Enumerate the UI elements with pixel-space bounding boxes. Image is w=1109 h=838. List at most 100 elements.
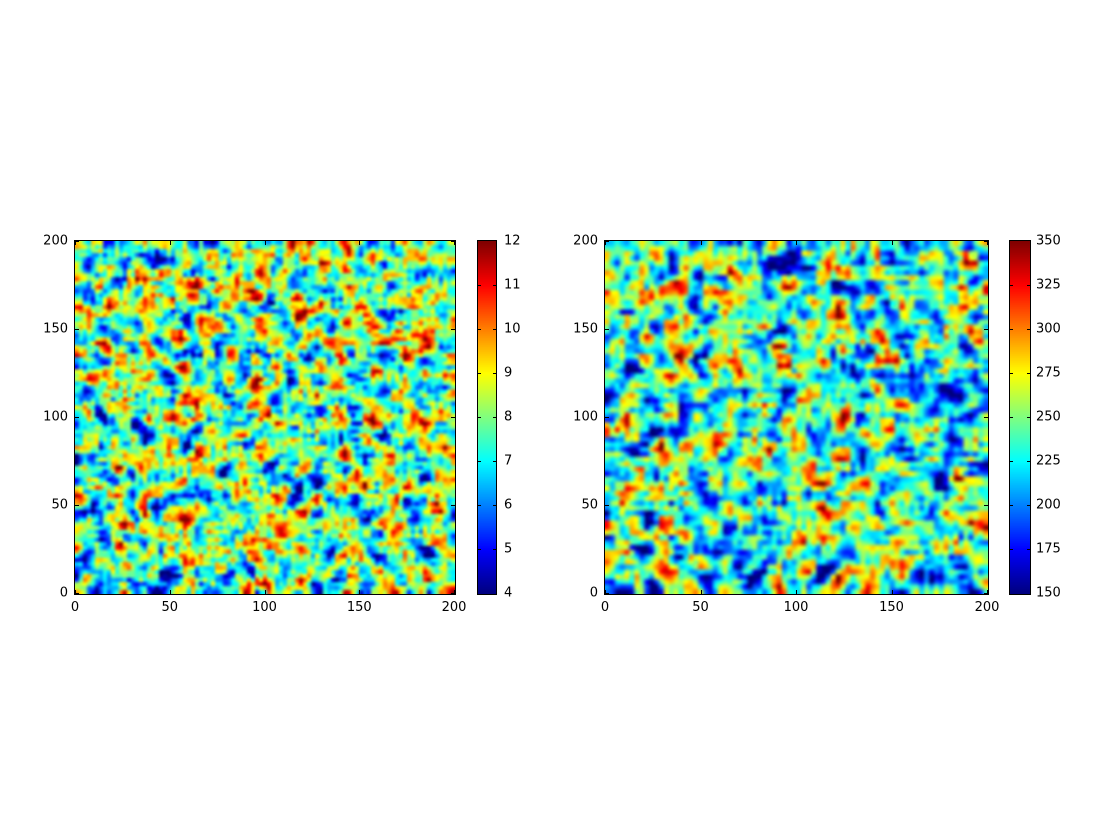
colorbar-tick-mark (1027, 285, 1030, 286)
x-tick-mark (75, 590, 76, 594)
y-tick-mark (605, 241, 609, 242)
x-tick-mark (796, 241, 797, 245)
y-tick-mark (605, 593, 609, 594)
colorbar-tick-label: 12 (504, 233, 521, 249)
colorbar-tick-mark (493, 417, 496, 418)
colorbar-tick-label: 150 (1036, 585, 1061, 601)
colorbar-tick-mark (493, 549, 496, 550)
x-tick-label: 200 (441, 600, 467, 615)
colorbar-tick-mark (1027, 329, 1030, 330)
right-heatmap-image (605, 241, 988, 594)
colorbar-tick-label: 4 (504, 585, 513, 601)
colorbar-tick-mark (1010, 461, 1013, 462)
x-tick-mark (169, 590, 171, 594)
colorbar-tick-label: 200 (1036, 497, 1061, 513)
colorbar-tick-mark (493, 505, 496, 506)
y-tick-mark (984, 241, 988, 242)
colorbar-tick-mark (1010, 329, 1013, 330)
y-tick-mark (451, 505, 455, 506)
y-tick-mark (451, 417, 455, 418)
colorbar-tick-mark (493, 373, 496, 374)
x-tick-mark (264, 590, 266, 594)
colorbar-tick-label: 6 (504, 497, 513, 513)
y-tick-mark (75, 505, 79, 506)
colorbar-tick-mark (1027, 505, 1030, 506)
x-tick-mark (359, 241, 361, 245)
y-tick-mark (451, 329, 455, 330)
colorbar-tick-mark (493, 285, 496, 286)
x-tick-mark (700, 241, 702, 245)
y-tick-label: 0 (589, 585, 598, 601)
x-tick-label: 100 (252, 600, 277, 615)
colorbar-tick-label: 300 (1036, 321, 1061, 337)
y-tick-mark (75, 241, 79, 242)
y-tick-mark (75, 417, 79, 418)
x-tick-label: 50 (161, 600, 179, 615)
colorbar-tick-mark (478, 549, 481, 550)
y-tick-mark (984, 417, 988, 418)
colorbar-tick-mark (478, 417, 481, 418)
y-tick-label: 100 (573, 409, 598, 425)
colorbar-tick-label: 225 (1036, 453, 1061, 469)
colorbar-tick-label: 350 (1036, 233, 1061, 249)
x-tick-mark (264, 241, 266, 245)
left-heatmap-image (75, 241, 455, 594)
x-tick-label: 0 (70, 600, 80, 615)
x-tick-label: 0 (600, 600, 610, 615)
y-tick-label: 100 (43, 409, 68, 425)
x-tick-mark (891, 590, 893, 594)
left-colorbar-gradient (478, 241, 496, 594)
x-tick-label: 200 (974, 600, 1000, 615)
y-tick-label: 150 (43, 321, 68, 337)
right-colorbar (1009, 240, 1031, 595)
x-tick-label: 150 (346, 600, 372, 615)
colorbar-tick-mark (1010, 505, 1013, 506)
x-tick-label: 150 (879, 600, 904, 615)
right-colorbar-gradient (1010, 241, 1030, 594)
y-tick-mark (984, 593, 988, 594)
x-tick-label: 50 (692, 600, 709, 615)
left-colorbar (477, 240, 497, 595)
colorbar-tick-mark (478, 373, 481, 374)
colorbar-tick-label: 325 (1036, 277, 1061, 293)
y-tick-mark (984, 505, 988, 506)
colorbar-tick-label: 275 (1036, 365, 1061, 381)
colorbar-tick-label: 9 (504, 365, 513, 381)
colorbar-tick-mark (493, 461, 496, 462)
y-tick-mark (984, 329, 988, 330)
x-tick-label: 100 (783, 600, 809, 615)
y-tick-label: 50 (51, 497, 68, 513)
x-tick-mark (700, 590, 702, 594)
x-tick-mark (891, 241, 893, 245)
x-tick-mark (454, 590, 455, 594)
colorbar-tick-mark (493, 329, 496, 330)
y-tick-mark (75, 329, 79, 330)
left-plot-area (74, 240, 456, 595)
x-tick-mark (359, 590, 361, 594)
colorbar-tick-label: 7 (504, 453, 513, 469)
y-tick-mark (75, 593, 79, 594)
colorbar-tick-mark (478, 505, 481, 506)
colorbar-tick-label: 175 (1036, 541, 1061, 557)
y-tick-mark (451, 593, 455, 594)
colorbar-tick-mark (1027, 461, 1030, 462)
x-tick-mark (169, 241, 171, 245)
colorbar-tick-mark (478, 329, 481, 330)
y-tick-mark (605, 505, 609, 506)
x-tick-mark (796, 590, 797, 594)
y-tick-label: 50 (581, 497, 598, 513)
colorbar-tick-label: 250 (1036, 409, 1061, 425)
colorbar-tick-mark (1027, 549, 1030, 550)
colorbar-tick-label: 8 (504, 409, 513, 425)
y-tick-mark (605, 329, 609, 330)
colorbar-tick-mark (1027, 417, 1030, 418)
colorbar-tick-label: 11 (504, 277, 521, 293)
colorbar-tick-label: 10 (504, 321, 521, 337)
colorbar-tick-mark (1027, 373, 1030, 374)
colorbar-tick-mark (478, 285, 481, 286)
x-tick-mark (454, 241, 455, 245)
colorbar-tick-mark (478, 461, 481, 462)
y-tick-label: 150 (573, 321, 598, 337)
x-tick-mark (987, 241, 988, 245)
